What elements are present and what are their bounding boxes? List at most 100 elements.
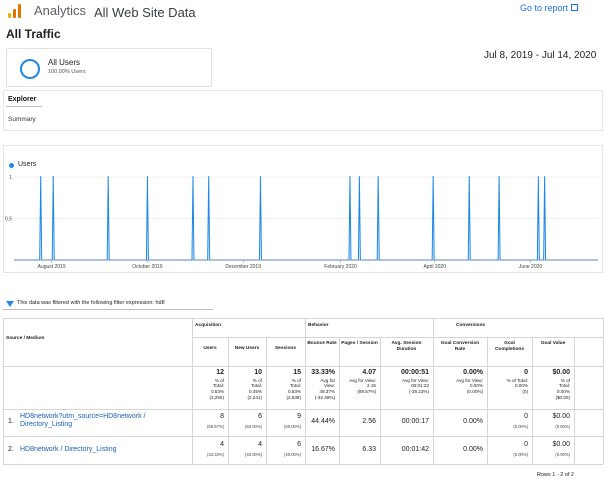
total-subtext: (89.57%) — [357, 389, 376, 395]
column-header[interactable]: New Users — [234, 346, 260, 351]
total-value: 0.00% — [463, 369, 483, 376]
segment-card[interactable]: All Users 100.00% Users — [6, 48, 212, 87]
group-header: Behavior — [308, 323, 329, 328]
cell-percent: (60.00%) — [245, 424, 262, 429]
data-point — [146, 176, 149, 178]
table-rule — [3, 318, 4, 464]
total-subtext: % of — [560, 377, 570, 383]
column-header[interactable]: Bounce Rate — [307, 341, 337, 346]
total-subtext: % of Total: — [506, 377, 528, 383]
view-selector[interactable]: All Web Site Data — [94, 5, 196, 20]
column-header[interactable]: Pages / Session — [341, 341, 378, 346]
filter-icon — [6, 301, 14, 307]
total-subtext: 2.15 — [367, 383, 376, 389]
cell-percent: (40.00%) — [245, 452, 262, 457]
total-cell: 4.07 Avg for View: 2.15 (89.57%) — [339, 369, 376, 395]
total-subtext: Avg for View: — [349, 377, 376, 383]
cell-value: 6 — [297, 441, 301, 448]
dimension-header: Source / Medium — [6, 336, 45, 341]
data-point — [543, 176, 546, 178]
y-tick-label: 0.5 — [5, 217, 12, 223]
column-header[interactable]: Avg. Session Duration — [391, 341, 422, 352]
data-point — [377, 176, 380, 178]
column-header[interactable]: Sessions — [274, 346, 297, 351]
tab-summary[interactable]: Summary — [8, 116, 36, 123]
total-value: 33.33% — [311, 369, 335, 376]
cell-value: 0 — [524, 441, 528, 448]
total-subtext: (2,838) — [286, 394, 301, 400]
x-tick-label: April 2020 — [423, 264, 446, 270]
cell-value: 6 — [258, 413, 262, 420]
table-rule — [192, 318, 193, 464]
table-rule — [532, 337, 533, 464]
brand-name: Analytics — [34, 3, 87, 18]
data-point — [52, 176, 55, 178]
column-header[interactable]: Goal Completions — [494, 341, 525, 352]
source-medium-link[interactable]: HD8network?utm_source=HD8network / Direct… — [20, 413, 190, 430]
table-rule — [3, 436, 603, 437]
total-subtext: (0) — [522, 389, 528, 395]
cell-value: $0.00 — [552, 413, 570, 420]
column-header[interactable]: Users — [203, 346, 217, 351]
column-header[interactable]: Goal Conversion Rate — [440, 341, 480, 352]
total-subtext: Total: — [251, 383, 262, 389]
tab-explorer[interactable]: Explorer — [8, 96, 37, 103]
total-cell: 0.00% Avg for View: 0.00% (0.00%) — [433, 369, 483, 395]
legend-dot-icon — [9, 163, 14, 168]
cell-percent: (60.00%) — [284, 424, 301, 429]
total-value: 12 — [216, 369, 224, 376]
legend-label: Users — [18, 161, 37, 168]
table-rule — [3, 409, 603, 410]
data-point — [432, 176, 434, 178]
total-subtext: 0.53% — [287, 389, 301, 395]
cell-value: 8 — [220, 413, 224, 420]
data-point — [39, 176, 42, 178]
filter-notice-text: This data was filtered with the followin… — [17, 300, 165, 306]
x-tick-label: December 2019 — [225, 264, 261, 270]
total-subtext: 0.45% — [248, 389, 262, 395]
cell-value: 4 — [220, 441, 224, 448]
total-cell: 00:00:51 Avg for View: 00:01:23 (-39.23%) — [380, 369, 429, 395]
data-point — [468, 176, 471, 178]
total-subtext: Avg for View: — [456, 377, 483, 383]
cell-percent: (0.00%) — [555, 452, 570, 457]
table-rule — [3, 318, 603, 319]
total-cell: 15% of Total: 0.53% (2,838) — [266, 369, 301, 401]
total-cell: 0% of Total: 0.00% (0) — [487, 369, 528, 395]
explorer-tabs-panel — [3, 90, 603, 131]
segment-circle-icon — [20, 59, 40, 79]
total-subtext: View: — [323, 383, 335, 389]
total-subtext: (0.00%) — [466, 389, 483, 395]
table-rule — [380, 337, 381, 464]
table-rule — [228, 337, 229, 464]
column-header[interactable]: Goal Value — [540, 341, 566, 346]
segment-percent: 100.00% Users — [48, 69, 86, 75]
total-value: 4.07 — [362, 369, 376, 376]
date-range-picker[interactable]: Jul 8, 2019 - Jul 14, 2020 — [484, 50, 597, 61]
rows-count: Rows 1 - 2 of 2 — [537, 472, 574, 478]
cell-value: 00:00:17 — [401, 418, 429, 425]
group-header: Acquisition — [195, 323, 222, 328]
table-rule — [3, 366, 603, 367]
analytics-logo-icon — [8, 4, 22, 18]
total-subtext: % of — [291, 377, 301, 383]
segment-name: All Users — [48, 58, 81, 67]
cell-value: 4 — [258, 441, 262, 448]
data-point — [207, 176, 210, 178]
source-medium-label: HD8network?utm_source=HD8network / — [20, 413, 146, 420]
total-value: 15 — [293, 369, 301, 376]
source-medium-link[interactable]: HD8network / Directory_Listing — [20, 446, 190, 454]
table-rule — [339, 337, 340, 464]
go-to-report-link[interactable]: Go to report — [520, 3, 579, 13]
total-subtext: 00:01:23 — [411, 383, 429, 389]
source-medium-label: Directory_Listing — [20, 421, 73, 429]
chart-panel — [3, 145, 603, 273]
data-point — [358, 176, 361, 178]
table-rule — [487, 337, 488, 464]
data-point — [349, 176, 351, 178]
data-point — [107, 176, 109, 178]
y-tick-label: 1 — [9, 175, 12, 181]
go-to-report-label: Go to report — [520, 3, 569, 13]
cell-value: 9 — [297, 413, 301, 420]
cell-value: 0.00% — [463, 446, 483, 453]
